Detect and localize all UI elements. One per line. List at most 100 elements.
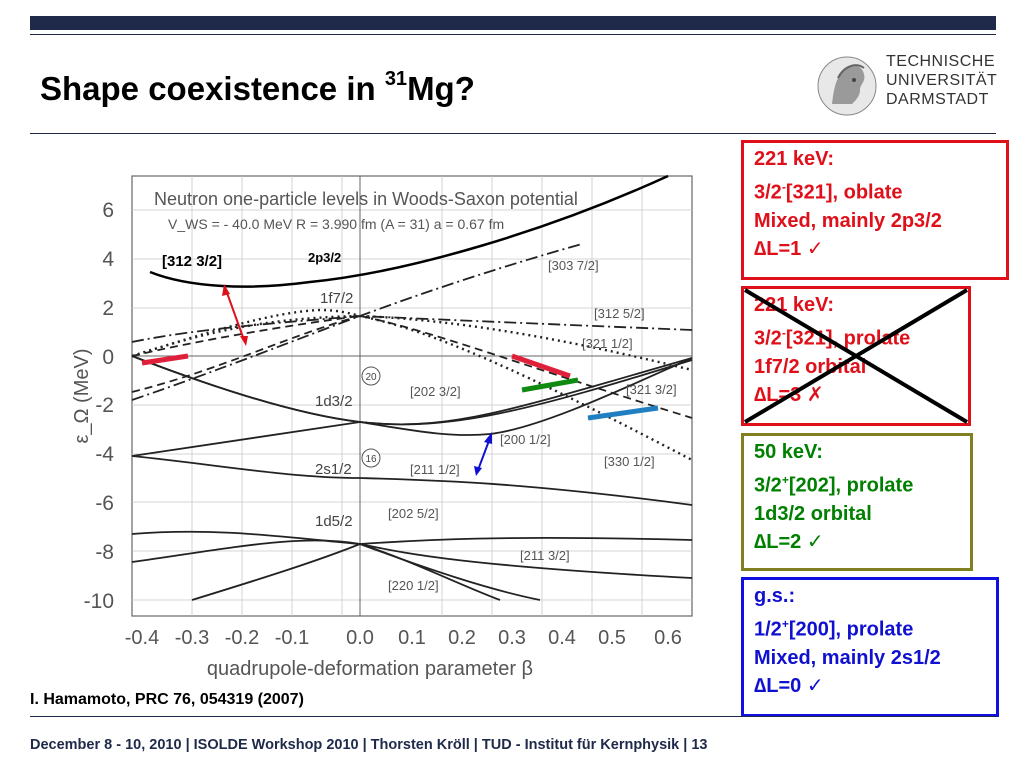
box-line: 1/2+[200], prolate <box>754 617 914 641</box>
chart-subtitle: V_WS = - 40.0 MeV R = 3.990 fm (A = 31) … <box>168 216 504 232</box>
arrow-red <box>225 289 245 341</box>
y-tick-label: -4 <box>95 443 114 466</box>
box-line: 3/2+[202], prolate <box>754 473 914 497</box>
magic-number: 16 <box>365 454 377 465</box>
spherical-label: 1d5/2 <box>315 513 353 530</box>
university-name: TECHNISCHE UNIVERSITÄT DARMSTADT <box>886 53 998 108</box>
magic-number-markers: 20 16 <box>361 366 381 468</box>
x-tick-label: 0.2 <box>448 627 476 649</box>
orbital-label: [312 5/2] <box>594 306 645 321</box>
x-tick-label: -0.1 <box>275 627 309 649</box>
x-tick-label: 0.0 <box>346 627 374 649</box>
highlight-200 <box>587 405 659 421</box>
x-tick-label: -0.3 <box>175 627 209 649</box>
box-line: 1d3/2 orbital <box>754 502 872 525</box>
spherical-label: 1f7/2 <box>320 290 353 307</box>
box-line: ∆L=0 ✓ <box>754 674 824 697</box>
x-axis-label: quadrupole-deformation parameter β <box>207 658 533 680</box>
y-tick-labels: 6 4 2 0 -2 -4 -6 -8 -10 <box>84 199 115 613</box>
arrow-blue <box>477 437 491 471</box>
box-line: 50 keV: <box>754 441 823 463</box>
box-line: Mixed, mainly 2p3/2 <box>754 209 942 232</box>
magic-number: 20 <box>365 372 377 383</box>
x-tick-labels: -0.4 -0.3 -0.2 -0.1 0.0 0.1 0.2 0.3 0.4 … <box>125 627 682 649</box>
orbital-label: [211 3/2] <box>520 548 570 563</box>
level-curve <box>191 543 693 601</box>
footer-text: December 8 - 10, 2010 | ISOLDE Workshop … <box>30 737 708 753</box>
chart-title: Neutron one-particle levels in Woods-Sax… <box>154 189 578 209</box>
arrow-red-head-top <box>222 284 230 296</box>
y-tick-label: -2 <box>95 394 114 417</box>
athena-seal-icon <box>817 56 877 116</box>
header-bar <box>30 16 996 30</box>
spherical-labels: 1f7/2 1d3/2 2s1/2 1d5/2 <box>315 290 353 530</box>
plot-frame <box>131 175 693 617</box>
arrow-red-head-bottom <box>240 336 248 346</box>
spherical-label: 2s1/2 <box>315 461 352 478</box>
level-curve <box>131 455 693 506</box>
highlight-oblate <box>141 353 189 366</box>
level-curve <box>131 315 361 393</box>
y-tick-label: 6 <box>102 199 114 222</box>
box-line: ∆L=2 ✓ <box>754 530 824 553</box>
university-logo: TECHNISCHE UNIVERSITÄT DARMSTADT <box>816 48 998 124</box>
box-line: 221 keV: <box>754 294 835 316</box>
x-tick-label: 0.6 <box>654 627 682 649</box>
y-tick-label: -6 <box>95 492 114 515</box>
y-tick-label: 2 <box>102 297 114 320</box>
y-tick-label: -10 <box>84 590 114 613</box>
orbital-label: [211 1/2] <box>410 462 460 477</box>
citation: I. Hamamoto, PRC 76, 054319 (2007) <box>30 691 304 708</box>
annotation-2p3-2: 2p3/2 <box>308 250 341 265</box>
info-box-ground-state: g.s.: 1/2+[200], prolate Mixed, mainly 2… <box>741 577 999 717</box>
level-curve <box>131 357 693 457</box>
nilsson-diagram: 6 4 2 0 -2 -4 -6 -8 -10 -0.4 -0.3 -0.2 -… <box>71 174 693 680</box>
cross-out-icon <box>743 288 969 424</box>
level-curve <box>359 543 541 601</box>
y-tick-label: 4 <box>102 248 114 271</box>
info-box-50kev: 50 keV: 3/2+[202], prolate 1d3/2 orbital… <box>741 433 973 571</box>
box-line: g.s.: <box>754 585 796 607</box>
page-title: Shape coexistence in 31Mg? <box>40 68 475 107</box>
level-curve <box>131 243 583 401</box>
orbital-label: [303 7/2] <box>548 258 599 273</box>
x-tick-label: -0.2 <box>225 627 259 649</box>
title-rule <box>30 133 996 134</box>
dashdot-levels <box>131 243 693 401</box>
x-tick-label: 0.5 <box>598 627 626 649</box>
level-curve <box>131 314 693 372</box>
orbital-label: [202 5/2] <box>388 506 439 521</box>
box-line: 3/2-[321], oblate <box>754 180 903 204</box>
footer-rule <box>30 716 996 717</box>
orbital-label: [202 3/2] <box>410 384 461 399</box>
orbital-label: [200 1/2] <box>500 432 551 447</box>
level-curve <box>131 308 693 462</box>
header-rule <box>30 34 996 35</box>
info-box-221kev-oblate: 221 keV: 3/2-[321], oblate Mixed, mainly… <box>741 140 1009 280</box>
arrow-blue-head-top <box>484 432 492 444</box>
highlight-202 <box>521 377 579 393</box>
x-tick-label: -0.4 <box>125 627 159 649</box>
box-line: 1f7/2 orbital <box>754 355 867 378</box>
x-tick-label: 0.4 <box>548 627 576 649</box>
level-curve <box>131 539 501 601</box>
2p3-2-curve <box>149 174 669 288</box>
level-curve <box>131 530 693 545</box>
orbital-label: [330 1/2] <box>604 454 655 469</box>
x-tick-label: 0.3 <box>498 627 526 649</box>
dotted-levels <box>131 308 693 462</box>
y-tick-label: 0 <box>102 346 114 369</box>
orbital-label: [321 1/2] <box>582 336 633 351</box>
box-line: Mixed, mainly 2s1/2 <box>754 646 941 669</box>
highlight-prolate <box>511 353 571 379</box>
x-tick-label: 0.1 <box>398 627 426 649</box>
y-tick-label: -8 <box>95 541 114 564</box>
level-curve <box>131 315 693 343</box>
box-line: 221 keV: <box>754 148 835 170</box>
orbital-label: [321 3/2] <box>626 382 677 397</box>
solid-levels <box>131 355 693 601</box>
orbital-label: [220 1/2] <box>388 578 439 593</box>
box-line: ∆L=1 ✓ <box>754 237 824 260</box>
annotation-312-3-2: [312 3/2] <box>162 253 222 270</box>
y-axis-label: ε_Ω (MeV) <box>71 349 93 444</box>
